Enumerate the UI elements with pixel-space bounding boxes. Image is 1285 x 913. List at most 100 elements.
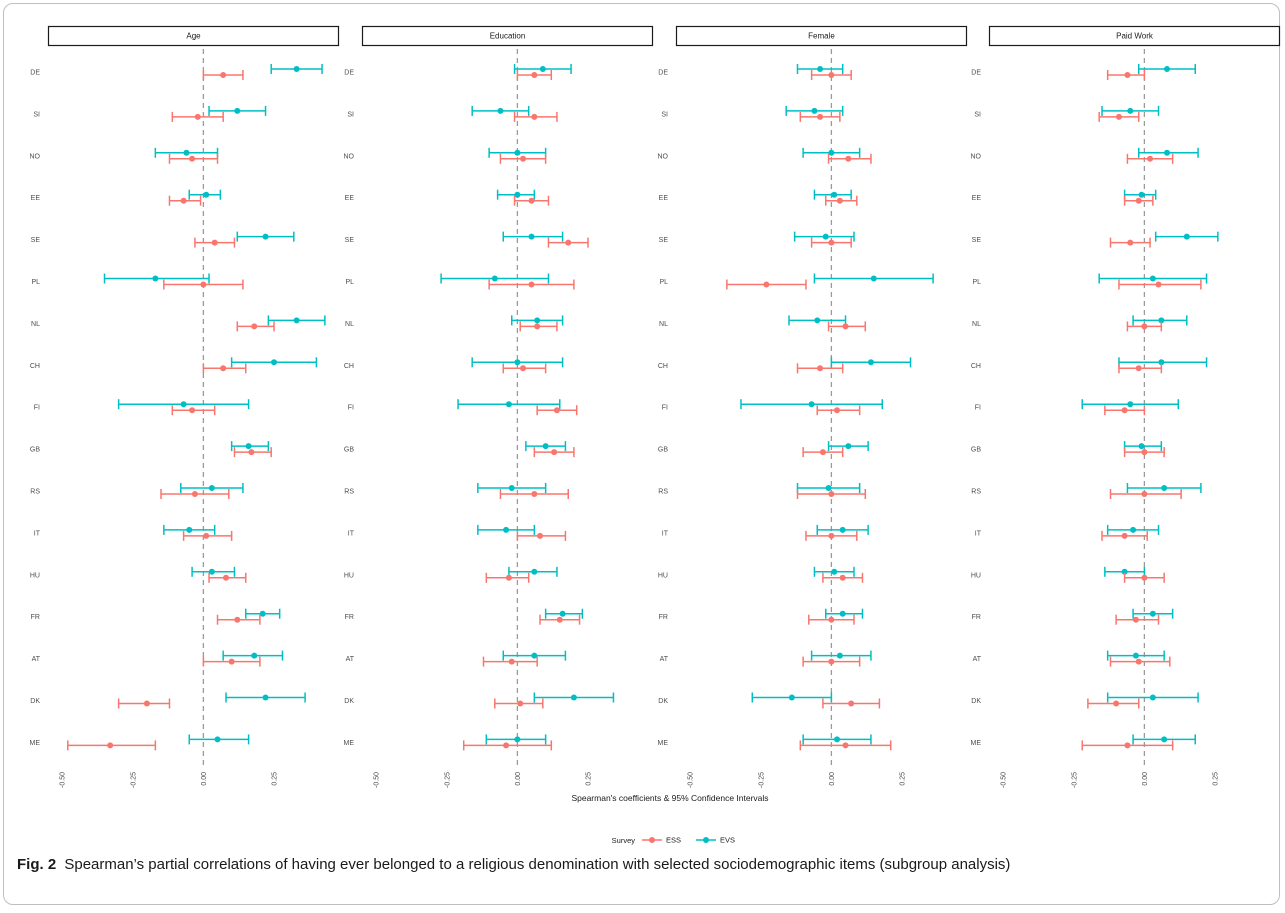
y-tick-label: EE [972, 195, 982, 202]
panel-title: Age [186, 32, 201, 41]
point-evs [1149, 275, 1156, 282]
y-tick-label: PL [972, 279, 981, 286]
point-ess [534, 323, 541, 330]
panel-female: Female DE SI NO EE SE PL NL CH FI GB RS IT HU FR AT DK ME… [658, 25, 968, 788]
point-evs [203, 191, 210, 198]
point-ess [508, 658, 515, 665]
point-evs [814, 317, 821, 324]
point-ess [828, 616, 835, 623]
point-evs [528, 233, 535, 240]
point-evs [1158, 317, 1165, 324]
y-tick-label: CH [30, 363, 40, 370]
point-ess [842, 742, 849, 749]
point-evs [836, 652, 843, 659]
y-tick-label: ME [658, 740, 669, 747]
x-axis-title: Spearman's coefficients & 95% Confidence… [571, 793, 768, 803]
point-evs [514, 191, 521, 198]
y-tick-label: NL [345, 321, 354, 328]
y-tick-label: RS [971, 489, 981, 496]
point-evs [1127, 107, 1134, 114]
panel-strip [988, 25, 1281, 47]
y-tick-label: PL [345, 279, 354, 286]
point-ess [836, 197, 843, 204]
y-tick-label: FR [659, 614, 668, 621]
y-tick-label: DK [658, 698, 668, 705]
point-evs [152, 275, 159, 282]
point-evs [503, 526, 510, 533]
panel-strip [47, 25, 340, 47]
x-tick-label: 0.25 [900, 772, 907, 786]
point-ess [819, 449, 826, 456]
figure-label: Fig. 2 [17, 856, 57, 873]
point-ess [531, 72, 538, 78]
point-ess [1141, 491, 1148, 497]
point-ess [817, 365, 824, 372]
y-tick-label: IT [34, 530, 41, 537]
point-evs [825, 485, 832, 491]
forest-plot-chart: Age DE SI NO EE SE PL NL CH FI GB RS IT HU FR AT DK ME -0.… [30, 25, 1281, 845]
y-tick-label: AT [32, 656, 41, 663]
y-tick-label: SI [347, 111, 354, 118]
point-evs [245, 443, 252, 450]
legend-label: EVS [720, 836, 735, 845]
y-tick-label: CH [658, 363, 668, 370]
legend-label: ESS [666, 836, 681, 845]
point-ess [817, 113, 824, 120]
point-ess [200, 281, 207, 288]
y-tick-label: DK [344, 698, 354, 705]
x-tick-label: 0.00 [829, 772, 836, 786]
point-evs [1163, 66, 1170, 72]
y-tick-label: NL [972, 321, 981, 328]
point-evs [531, 652, 538, 659]
y-tick-label: NO [30, 153, 41, 160]
point-ess [520, 155, 527, 162]
y-tick-label: NO [658, 153, 669, 160]
point-ess [1124, 72, 1131, 78]
point-ess [211, 239, 218, 246]
legend-key-point [649, 837, 655, 843]
y-tick-label: DE [971, 70, 981, 77]
y-tick-label: EE [345, 195, 355, 202]
point-evs [262, 694, 269, 701]
point-evs [531, 568, 538, 575]
point-ess [531, 113, 538, 120]
point-evs [845, 443, 852, 450]
x-tick-label: -0.25 [1071, 772, 1078, 788]
y-tick-label: HU [30, 572, 40, 579]
point-evs [208, 485, 215, 491]
point-evs [234, 107, 241, 114]
panel-title: Paid Work [1116, 32, 1154, 41]
point-ess [528, 197, 535, 204]
point-ess [828, 491, 835, 497]
point-evs [1161, 485, 1168, 491]
point-evs [1138, 443, 1145, 450]
point-ess [1147, 155, 1154, 162]
y-tick-label: CH [344, 363, 354, 370]
y-tick-label: HU [344, 572, 354, 579]
point-evs [559, 610, 566, 617]
point-evs [1161, 736, 1168, 743]
y-tick-label: FR [345, 614, 354, 621]
point-evs [180, 401, 187, 408]
point-ess [503, 742, 510, 749]
point-evs [839, 610, 846, 617]
y-tick-label: FI [662, 405, 668, 412]
point-evs [539, 66, 546, 72]
point-ess [1135, 197, 1142, 204]
y-tick-label: AT [973, 656, 982, 663]
point-evs [828, 149, 835, 156]
point-evs [811, 107, 818, 114]
point-ess [1141, 449, 1148, 456]
x-tick-label: -0.50 [60, 772, 67, 788]
point-ess [107, 742, 114, 749]
y-tick-label: HU [658, 572, 668, 579]
y-tick-label: SE [972, 237, 982, 244]
y-tick-label: CH [971, 363, 981, 370]
point-evs [1127, 401, 1134, 408]
panel-age: Age DE SI NO EE SE PL NL CH FI GB RS IT HU FR AT DK ME -0.… [30, 25, 340, 788]
legend-key-point [703, 837, 709, 843]
point-ess [828, 658, 835, 665]
point-evs [508, 485, 515, 491]
point-evs [514, 359, 521, 366]
y-tick-label: IT [348, 530, 355, 537]
